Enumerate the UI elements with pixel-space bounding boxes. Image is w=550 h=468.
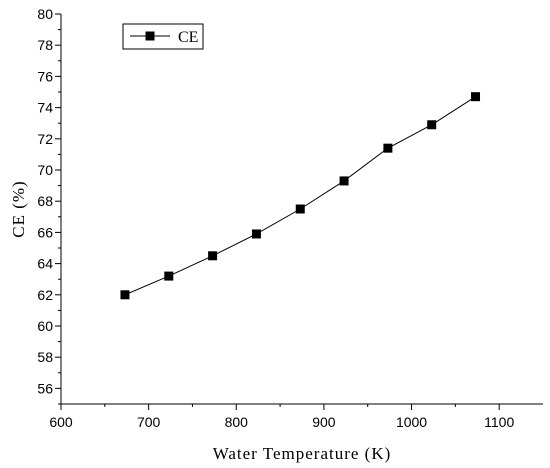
axes-layer: 600 700 800 900 1000 1100 56 58 60 62 64 66 68 70 72 74… <box>37 6 543 430</box>
y-tick-label: 60 <box>37 318 53 334</box>
data-point <box>295 204 305 214</box>
y-tick-label: 62 <box>37 287 53 303</box>
x-tick-label: 700 <box>137 414 161 430</box>
x-axis-title: Water Temperature (K) <box>213 444 392 463</box>
data-point <box>164 271 174 281</box>
series-layer <box>120 92 481 300</box>
y-tick-label: 80 <box>37 6 53 22</box>
y-tick-label: 70 <box>37 162 53 178</box>
data-point <box>383 143 393 153</box>
y-tick-label: 76 <box>37 68 53 84</box>
series-line <box>124 96 476 296</box>
y-tick-label: 74 <box>37 100 53 116</box>
y-tick-label: 72 <box>37 131 53 147</box>
data-point <box>251 229 261 239</box>
legend-marker <box>145 31 155 41</box>
data-point <box>208 251 218 261</box>
legend: CE <box>122 23 204 50</box>
data-point <box>339 176 349 186</box>
x-tick-label: 1100 <box>484 414 514 430</box>
x-tick-label: 900 <box>312 414 336 430</box>
data-point <box>427 120 437 130</box>
data-point <box>471 92 481 102</box>
y-tick-label: 56 <box>37 380 53 396</box>
y-axis-title: CE (%) <box>9 180 28 237</box>
x-tick-label: 1000 <box>396 414 427 430</box>
x-tick-label: 600 <box>49 414 73 430</box>
y-tick-label: 58 <box>37 349 53 365</box>
x-tick-label: 800 <box>225 414 249 430</box>
y-tick-label: 78 <box>37 37 53 53</box>
data-point <box>120 290 130 300</box>
legend-label: CE <box>178 29 198 46</box>
y-tick-label: 68 <box>37 193 53 209</box>
y-tick-label: 64 <box>37 256 53 272</box>
y-tick-label: 66 <box>37 224 53 240</box>
